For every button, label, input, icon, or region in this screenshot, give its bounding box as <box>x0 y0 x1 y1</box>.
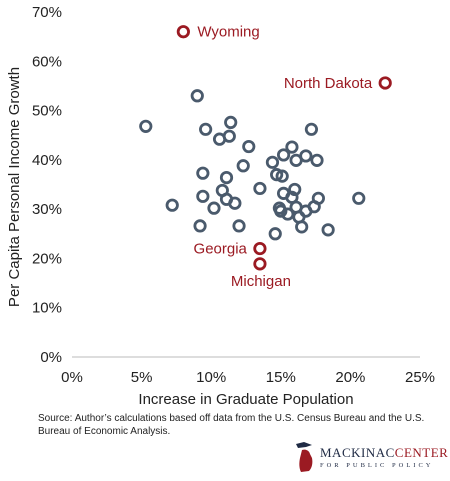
data-point <box>196 166 210 180</box>
data-point <box>224 115 238 130</box>
logo-wordmark: MACKINACCENTER <box>320 445 448 461</box>
y-tick-label: 40% <box>32 152 62 169</box>
data-point <box>139 119 153 133</box>
highlighted-point-label: Wyoming <box>197 24 259 41</box>
data-point <box>310 153 324 167</box>
y-tick-label: 0% <box>40 349 62 366</box>
data-points <box>139 89 366 241</box>
y-tick-labels: 0% 10% 20% 30% 40% 50% 60% 70% <box>32 4 62 366</box>
y-tick-label: 70% <box>32 4 62 21</box>
data-point <box>228 196 242 210</box>
highlighted-point-label: Georgia <box>194 241 248 258</box>
data-point <box>219 171 234 185</box>
data-point <box>275 169 289 183</box>
data-point <box>165 198 179 212</box>
highlighted-point <box>253 241 267 256</box>
data-point <box>236 159 250 173</box>
data-point <box>196 189 210 203</box>
y-axis-title: Per Capita Personal Income Growth <box>6 67 23 307</box>
highlighted-point-label: North Dakota <box>284 75 373 92</box>
data-point <box>281 207 295 221</box>
x-tick-labels: 0% 5% 10% 15% 20% 25% <box>61 369 435 386</box>
data-point <box>352 191 366 205</box>
data-point <box>321 223 335 237</box>
y-tick-label: 60% <box>32 53 62 70</box>
mackinac-center-logo: MACKINACCENTER FOR PUBLIC POLICY <box>292 440 448 478</box>
michigan-mitten-icon <box>296 442 313 472</box>
data-point <box>242 139 256 154</box>
x-tick-label: 0% <box>61 369 83 386</box>
data-point <box>207 201 221 215</box>
data-point <box>193 219 207 233</box>
x-axis-title: Increase in Graduate Population <box>138 391 353 408</box>
data-point <box>253 181 267 196</box>
data-point <box>274 204 288 218</box>
data-point <box>190 89 204 103</box>
data-point <box>268 227 282 241</box>
data-point <box>295 220 309 234</box>
highlighted-point-label: Michigan <box>231 273 291 290</box>
source-note: Source: Author’s calculations based off … <box>38 413 425 437</box>
logo-name-right: CENTER <box>394 445 449 460</box>
x-tick-label: 10% <box>196 369 226 386</box>
scatter-chart: 0% 10% 20% 30% 40% 50% 60% 70% 0% 5% 10% 15% 20% 25%… <box>6 4 435 408</box>
x-tick-label: 15% <box>266 369 296 386</box>
data-point <box>307 200 321 214</box>
x-tick-label: 20% <box>335 369 365 386</box>
highlighted-point <box>378 76 392 90</box>
y-tick-label: 50% <box>32 103 62 120</box>
data-point <box>285 140 299 154</box>
highlighted-point <box>253 257 267 271</box>
y-tick-label: 10% <box>32 300 62 317</box>
logo-tagline: FOR PUBLIC POLICY <box>320 462 434 469</box>
data-point <box>265 155 280 169</box>
y-tick-label: 30% <box>32 201 62 218</box>
data-point <box>288 182 302 197</box>
data-point <box>199 122 213 136</box>
x-tick-label: 25% <box>405 369 435 386</box>
data-point <box>299 149 313 163</box>
y-tick-label: 20% <box>32 250 62 267</box>
logo-name-left: MACKINAC <box>320 445 395 460</box>
data-point <box>232 219 246 233</box>
highlighted-points: Wyoming North Dakota Georgia Michigan <box>176 24 392 290</box>
data-point <box>270 168 284 182</box>
x-tick-label: 5% <box>131 369 153 386</box>
data-point <box>304 122 319 136</box>
data-point <box>222 129 236 143</box>
data-point <box>276 148 291 162</box>
highlighted-point <box>176 25 190 39</box>
